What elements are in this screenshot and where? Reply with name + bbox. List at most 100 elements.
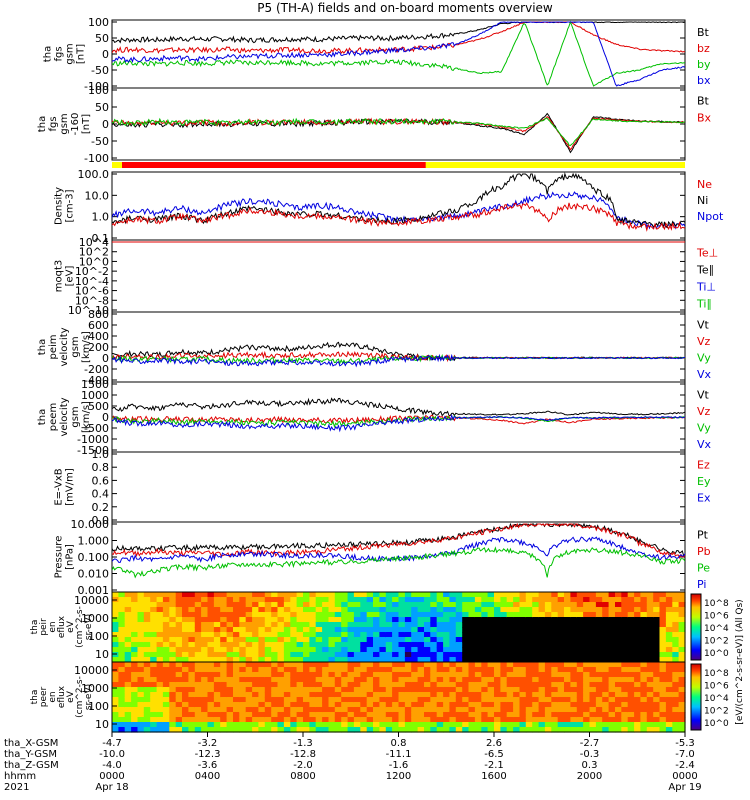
spectrogram-cell xyxy=(118,702,126,708)
spectrogram-cell xyxy=(564,627,571,633)
spectrogram-cell xyxy=(347,672,355,678)
y-axis-label: thapeimvelocitygsm[km/s] xyxy=(37,327,92,366)
x-axis-row-label: 2021 xyxy=(4,782,29,793)
spectrogram-cell xyxy=(538,617,546,623)
spectrogram-cell xyxy=(634,632,642,638)
spectrogram-cell xyxy=(519,647,527,653)
spectrogram-cell xyxy=(525,717,533,723)
spectrogram-cell xyxy=(347,702,355,708)
spectrogram-cell xyxy=(621,702,629,708)
spectrogram-cell xyxy=(353,677,361,683)
spectrogram-cell xyxy=(201,612,209,618)
spectrogram-cell xyxy=(564,667,571,673)
spectrogram-cell xyxy=(366,607,374,613)
spectrogram-cell xyxy=(513,677,521,683)
spectrogram-cell xyxy=(201,687,209,693)
spectrogram-cell xyxy=(124,637,132,643)
spectrogram-cell xyxy=(500,637,508,643)
spectrogram-cell xyxy=(207,647,215,653)
spectrogram-cell xyxy=(220,697,228,703)
spectrogram-cell xyxy=(557,617,565,623)
spectrogram-cell xyxy=(602,647,610,653)
spectrogram-cell xyxy=(583,682,591,688)
spectrogram-cell xyxy=(213,642,221,648)
spectrogram-cell xyxy=(137,702,145,708)
spectrogram-cell xyxy=(283,597,291,603)
spectrogram-cell xyxy=(646,682,654,688)
spectrogram-cell xyxy=(182,717,189,723)
spectrogram-cell xyxy=(328,617,336,623)
spectrogram-cell xyxy=(404,607,412,613)
spectrogram-cell xyxy=(583,597,591,603)
spectrogram-cell xyxy=(360,642,368,648)
spectrogram-cell xyxy=(506,632,514,638)
spectrogram-cell xyxy=(182,652,189,658)
spectrogram-cell xyxy=(538,707,546,713)
spectrogram-cell xyxy=(634,687,642,693)
x-axis-cell: 1600 xyxy=(481,771,506,782)
spectrogram-cell xyxy=(220,722,228,728)
spectrogram-cell xyxy=(169,627,177,633)
spectrogram-cell xyxy=(615,657,622,663)
x-axis-table: tha_X-GSMtha_Y-GSMtha_Z-GSMhhmm2021-4.7-… xyxy=(4,732,702,793)
spectrogram-cell xyxy=(634,647,642,653)
spectrogram-cell xyxy=(252,637,260,643)
spectrogram-cell xyxy=(449,592,457,598)
spectrogram-cell xyxy=(404,702,412,708)
spectrogram-cell xyxy=(424,597,431,603)
spectrogram-cell xyxy=(602,727,610,733)
spectrogram-cell xyxy=(207,612,215,618)
spectrogram-cell xyxy=(366,627,374,633)
spectrogram-cell xyxy=(118,697,126,703)
spectrogram-cell xyxy=(481,637,489,643)
spectrogram-cell xyxy=(353,707,361,713)
spectrogram-cell xyxy=(213,637,221,643)
x-axis-cell: -11.1 xyxy=(386,749,412,760)
spectrogram-cell xyxy=(328,607,336,613)
spectrogram-cell xyxy=(290,597,298,603)
spectrogram-cell xyxy=(322,607,330,613)
spectrogram-cell xyxy=(500,657,508,663)
spectrogram-cell xyxy=(245,707,253,713)
spectrogram-cell xyxy=(519,727,527,733)
spectrogram-cell xyxy=(481,617,489,623)
spectrogram-cell xyxy=(398,657,406,663)
spectrogram-cell xyxy=(322,707,330,713)
spectrogram-cell xyxy=(258,592,266,598)
spectrogram-cell xyxy=(258,612,266,618)
spectrogram-cell xyxy=(538,647,546,653)
spectrogram-cell xyxy=(239,617,247,623)
spectrogram-cell xyxy=(424,622,431,628)
spectrogram-cell xyxy=(143,677,151,683)
spectrogram-cell xyxy=(640,632,648,638)
spectrogram-cell xyxy=(665,667,673,673)
y-axis-label-line: tha xyxy=(30,620,40,635)
spectrogram-cell xyxy=(646,602,654,608)
spectrogram-cell xyxy=(570,692,578,698)
spectrogram-peer_spectrogram: 10000100010010thapeerenefluxeV(cm^2-s-sr… xyxy=(30,661,686,733)
spectrogram-cell xyxy=(379,632,387,638)
spectrogram-cell xyxy=(481,652,489,658)
spectrogram-cell xyxy=(678,727,686,733)
spectrogram-cell xyxy=(201,727,209,733)
spectrogram-cell xyxy=(532,647,540,653)
spectrogram-cell xyxy=(564,642,571,648)
spectrogram-cell xyxy=(220,677,228,683)
spectrogram-cell xyxy=(513,627,521,633)
spectrogram-cell xyxy=(487,632,495,638)
spectrogram-cell xyxy=(296,697,304,703)
spectrogram-cell xyxy=(640,697,648,703)
spectrogram-cell xyxy=(672,727,680,733)
spectrogram-cell xyxy=(449,607,457,613)
legend-entry: Ez xyxy=(697,458,710,471)
spectrogram-cell xyxy=(143,637,151,643)
spectrogram-cell xyxy=(449,622,457,628)
spectrogram-cell xyxy=(487,612,495,618)
spectrogram-cell xyxy=(506,642,514,648)
spectrogram-cell xyxy=(615,602,622,608)
spectrogram-cell xyxy=(290,602,298,608)
spectrogram-cell xyxy=(379,602,387,608)
spectrogram-cell xyxy=(264,637,272,643)
spectrogram-cell xyxy=(322,692,330,698)
spectrogram-cell xyxy=(277,637,285,643)
